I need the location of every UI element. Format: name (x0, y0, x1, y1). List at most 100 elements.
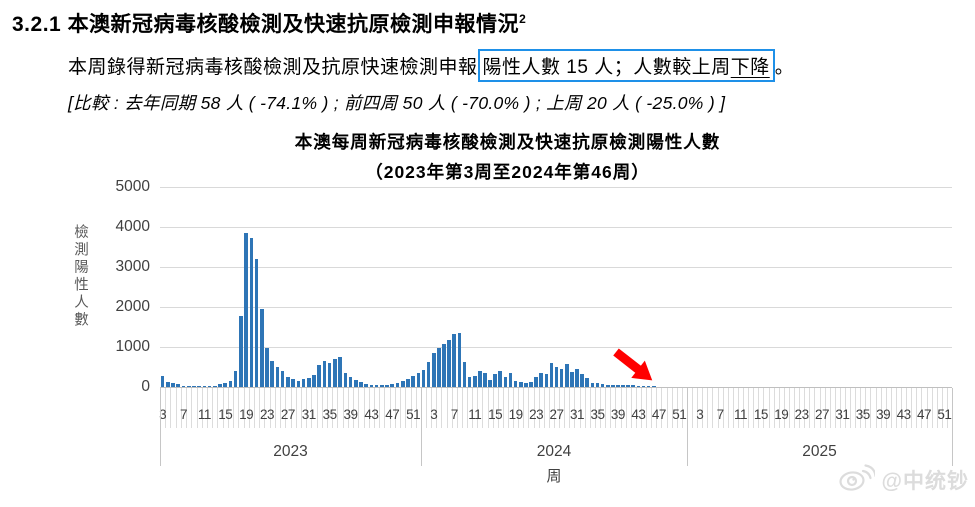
week-tick-label: 15 (753, 407, 769, 422)
week-tick (492, 388, 494, 428)
bar (286, 376, 290, 387)
week-tick (201, 388, 203, 428)
bar (359, 382, 363, 387)
bar (218, 384, 222, 387)
bar (400, 380, 405, 387)
week-tick (819, 388, 821, 428)
week-tick (507, 388, 509, 428)
week-tick (513, 388, 515, 428)
summary-suffix: 。 (774, 57, 795, 78)
bar (207, 386, 212, 387)
week-tick (671, 388, 673, 428)
bar (437, 348, 441, 387)
bar (327, 363, 332, 387)
week-tick (253, 388, 255, 428)
week-tick (640, 388, 642, 428)
week-tick (773, 388, 775, 428)
bar (233, 371, 238, 387)
bar (616, 385, 620, 387)
bar (411, 376, 415, 387)
week-tick (946, 388, 948, 428)
week-tick-label: 47 (651, 407, 667, 422)
week-tick (300, 388, 302, 428)
bar (197, 386, 201, 387)
week-tick (916, 388, 918, 428)
week-tick (758, 388, 760, 428)
week-tick-label: 15 (488, 407, 503, 422)
bar (503, 376, 508, 387)
summary-sentence: 本周錄得新冠病毒核酸檢測及抗原快速檢測申報 陽性人數 15 人；人數較上周下降。 (68, 49, 794, 82)
bar (176, 383, 181, 387)
week-tick-label: 19 (774, 407, 789, 422)
highlight-underlined-word: 下降 (730, 57, 770, 78)
week-tick-label: 51 (937, 407, 952, 422)
bar (291, 379, 295, 387)
bar (641, 386, 646, 387)
grid-line (160, 307, 952, 308)
week-tick (743, 388, 745, 428)
week-tick (564, 388, 566, 428)
week-tick (347, 388, 349, 428)
week-tick (327, 388, 329, 428)
week-tick (206, 388, 208, 428)
week-tick (681, 388, 683, 428)
week-tick (165, 388, 167, 428)
bar (431, 352, 436, 387)
week-tick (446, 388, 448, 428)
week-tick-label: 23 (794, 407, 810, 422)
highlight-box: 陽性人數 15 人；人數較上周下降 (477, 49, 775, 82)
comparison-line: [比較 : 去年同期 58 人 ( -74.1% ) ; 前四周 50 人 ( … (68, 93, 726, 113)
week-tick (895, 388, 897, 428)
week-tick (321, 388, 323, 428)
week-tick (233, 388, 235, 428)
bar (472, 376, 477, 387)
grid-line (160, 267, 952, 268)
week-tick (543, 388, 545, 428)
week-tick-label: 11 (733, 407, 748, 422)
bar (171, 383, 175, 387)
bar (544, 374, 549, 387)
week-tick (502, 388, 504, 428)
week-tick-label: 3 (430, 407, 438, 422)
bar (296, 380, 301, 387)
week-tick (548, 388, 550, 428)
week-tick (931, 388, 933, 428)
bar (343, 372, 348, 387)
week-tick (264, 388, 266, 428)
week-tick (921, 388, 923, 428)
bar (406, 379, 410, 387)
bar (493, 374, 497, 387)
week-tick (579, 388, 581, 428)
y-tick-label: 5000 (115, 178, 150, 195)
bar (636, 385, 641, 387)
week-tick-label: 43 (896, 407, 912, 422)
bar (518, 382, 523, 387)
section-heading: 3.2.1 本澳新冠病毒核酸檢測及快速抗原檢測申報情況2 (12, 8, 526, 38)
bar (265, 348, 269, 387)
bar (228, 380, 233, 387)
bar (513, 380, 518, 387)
week-tick (358, 388, 360, 428)
watermark: @中统钞 (838, 462, 969, 497)
week-tick (814, 388, 816, 428)
week-tick (941, 388, 943, 428)
bar (259, 309, 264, 387)
bar (395, 382, 400, 387)
week-tick (885, 388, 887, 428)
week-tick (839, 388, 841, 428)
week-tick (342, 388, 344, 428)
bar (270, 361, 275, 387)
bar (478, 371, 482, 387)
week-tick (374, 388, 376, 428)
bar (275, 366, 280, 387)
week-tick (712, 388, 714, 428)
year-separator (421, 388, 422, 466)
bar (529, 381, 533, 387)
bar (181, 385, 186, 387)
week-tick (763, 388, 765, 428)
y-tick-label: 1000 (115, 338, 150, 355)
week-tick (594, 388, 596, 428)
week-tick (243, 388, 245, 428)
week-tick (727, 388, 729, 428)
week-tick (353, 388, 355, 428)
